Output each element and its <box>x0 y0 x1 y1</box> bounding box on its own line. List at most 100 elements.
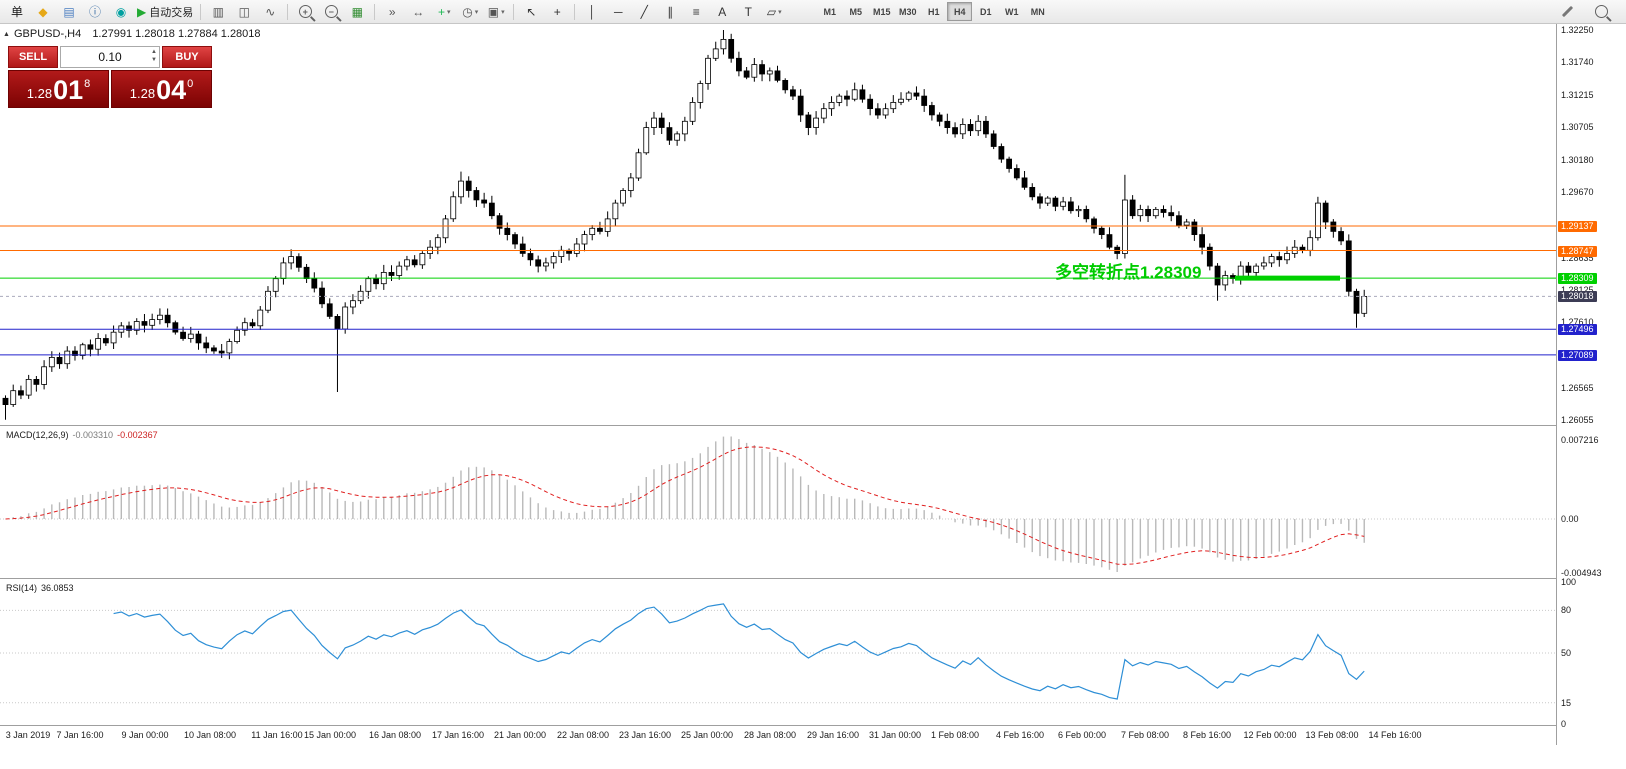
panel-divider <box>0 725 1626 726</box>
timeframe-m15-button[interactable]: M15 <box>872 6 891 17</box>
volume-decrement-button[interactable]: ▼ <box>151 57 157 64</box>
time-axis-label: 25 Jan 00:00 <box>680 730 734 740</box>
buy-price-button[interactable]: 1.28 04 0 <box>111 70 212 108</box>
time-axis-label: 4 Feb 16:00 <box>995 730 1045 740</box>
text-label-icon[interactable]: T <box>735 1 761 23</box>
text-icon[interactable]: A <box>709 1 735 23</box>
shapes-icon[interactable]: ▱ ▾ <box>761 1 787 23</box>
price-axis-label: 1.29670 <box>1561 187 1594 197</box>
macd-axis-label: 0.007216 <box>1561 435 1599 445</box>
edit-pencil-icon[interactable] <box>1554 1 1580 23</box>
price-axis-label: 1.30705 <box>1561 122 1594 132</box>
tile-windows-icon-glyph: ▦ <box>351 4 363 19</box>
metaeditor-icon[interactable]: ◆ <box>30 1 56 23</box>
time-axis-label: 21 Jan 00:00 <box>493 730 547 740</box>
fibonacci-icon[interactable]: ≡ <box>683 1 709 23</box>
current-price-label: 1.28018 <box>1558 291 1597 302</box>
timeframe-m1-button[interactable]: M1 <box>823 6 836 17</box>
timeframe-m30-button[interactable]: M30 <box>898 6 917 17</box>
price-axis-label: 1.31740 <box>1561 57 1594 67</box>
time-axis-label: 10 Jan 08:00 <box>183 730 237 740</box>
hline-price-label: 1.28309 <box>1558 273 1597 284</box>
trade-panel-toggle[interactable]: ▲ <box>3 31 10 38</box>
bar-chart-icon[interactable]: ▥ <box>205 1 231 23</box>
price-axis-label: 1.28635 <box>1561 253 1594 263</box>
timeframe-mn-button[interactable]: MN <box>1030 6 1045 17</box>
line-chart-icon-glyph: ∿ <box>265 4 276 19</box>
price-axis[interactable]: 1.32250 1.31740 1.31215 1.30705 1.30180 1.296… <box>1556 24 1626 745</box>
chart-ohlc-line: GBPUSD-,H4 1.27991 1.28018 1.27884 1.280… <box>14 28 261 40</box>
data-window-icon[interactable]: ⓘ <box>82 1 108 23</box>
time-axis-label: 23 Jan 16:00 <box>618 730 672 740</box>
time-axis-label: 31 Jan 00:00 <box>868 730 922 740</box>
zoom-out-icon[interactable]: − <box>318 1 344 23</box>
timeframe-h1-button[interactable]: H1 <box>927 6 940 17</box>
panel-divider[interactable] <box>0 578 1626 579</box>
macd-main-value: -0.003310 <box>72 430 114 440</box>
cursor-icon[interactable]: ↖ <box>518 1 544 23</box>
chart-shift-icon[interactable]: ↔ <box>405 1 431 23</box>
macd-label: MACD(12,26,9) -0.003310 -0.002367 <box>6 430 158 440</box>
macd-axis-label: -0.004943 <box>1561 568 1602 578</box>
new-order-button[interactable]: 单 <box>4 1 30 23</box>
toolbar-separator <box>513 3 515 20</box>
chart-shift-icon-glyph: ↔ <box>412 4 425 19</box>
sell-button[interactable]: SELL <box>8 46 58 68</box>
timeframe-m5-button[interactable]: M5 <box>849 6 862 17</box>
rsi-panel[interactable] <box>0 579 1556 725</box>
chart-profile-icon[interactable]: ▤ <box>56 1 82 23</box>
time-axis[interactable]: 3 Jan 2019 7 Jan 16:00 9 Jan 00:00 10 Jan 0… <box>0 726 1556 744</box>
time-axis-label: 13 Feb 08:00 <box>1305 730 1359 740</box>
time-axis-label: 7 Jan 16:00 <box>56 730 104 740</box>
templates-button[interactable]: ▣ ▾ <box>483 1 509 23</box>
timeframe-d1-button[interactable]: D1 <box>979 6 992 17</box>
zoom-in-icon: + <box>298 5 312 18</box>
dropdown-caret-icon: ▾ <box>501 8 505 16</box>
horizontal-line-icon[interactable]: ─ <box>605 1 631 23</box>
sell-price-pip: 8 <box>84 78 91 90</box>
strategy-tester-icon[interactable]: ◉ <box>108 1 134 23</box>
candlestick-chart[interactable] <box>0 24 1556 425</box>
pencil-icon <box>1561 5 1573 18</box>
sell-price-button[interactable]: 1.28 01 8 <box>8 70 109 108</box>
panel-divider[interactable] <box>0 425 1626 426</box>
crosshair-icon[interactable]: + <box>544 1 570 23</box>
indicators-add-button[interactable]: + ▾ <box>431 1 457 23</box>
channel-icon[interactable]: ∥ <box>657 1 683 23</box>
toolbar-separator <box>574 3 576 20</box>
search-icon[interactable] <box>1588 1 1614 23</box>
buy-button[interactable]: BUY <box>162 46 212 68</box>
candlestick-chart-icon[interactable]: ◫ <box>231 1 257 23</box>
time-axis-label: 7 Feb 08:00 <box>1120 730 1170 740</box>
periods-button[interactable]: ◷ ▾ <box>457 1 483 23</box>
zoom-in-icon[interactable]: + <box>292 1 318 23</box>
buy-price-prefix: 1.28 <box>129 86 156 101</box>
rsi-axis-label: 80 <box>1561 605 1572 615</box>
buy-price-pip: 0 <box>187 78 194 90</box>
price-axis-label: 1.28125 <box>1561 285 1594 295</box>
volume-increment-button[interactable]: ▲ <box>151 49 157 55</box>
auto-scroll-icon[interactable]: » <box>379 1 405 23</box>
dropdown-caret-icon: ▾ <box>778 8 782 16</box>
timeframe-w1-button[interactable]: W1 <box>1004 6 1019 17</box>
chart-profile-icon-glyph: ▤ <box>63 4 75 19</box>
dropdown-caret-icon: ▾ <box>446 8 451 16</box>
trendline-icon[interactable]: ╱ <box>631 1 657 23</box>
volume-input[interactable]: 0.10 ▲ ▼ <box>60 46 160 68</box>
macd-panel[interactable] <box>0 426 1556 578</box>
vertical-line-icon[interactable]: │ <box>579 1 605 23</box>
toolbar-separator <box>200 3 202 20</box>
autotrading-button-glyph: ▶ <box>137 4 147 19</box>
price-axis-label: 1.26055 <box>1561 415 1594 425</box>
price-axis-label: 1.27610 <box>1561 317 1594 327</box>
rsi-axis-label: 100 <box>1561 577 1577 587</box>
tile-windows-icon[interactable]: ▦ <box>344 1 370 23</box>
line-chart-icon[interactable]: ∿ <box>257 1 283 23</box>
time-axis-label: 12 Feb 00:00 <box>1243 730 1297 740</box>
sell-price-main: 01 <box>53 75 84 105</box>
autotrading-button[interactable]: ▶ 自动交易 <box>134 1 196 23</box>
channel-icon-glyph: ∥ <box>667 4 674 19</box>
cursor-icon-glyph: ↖ <box>526 4 537 19</box>
timeframe-h4-button[interactable]: H4 <box>947 2 973 21</box>
metaeditor-icon-glyph: ◆ <box>38 4 48 19</box>
